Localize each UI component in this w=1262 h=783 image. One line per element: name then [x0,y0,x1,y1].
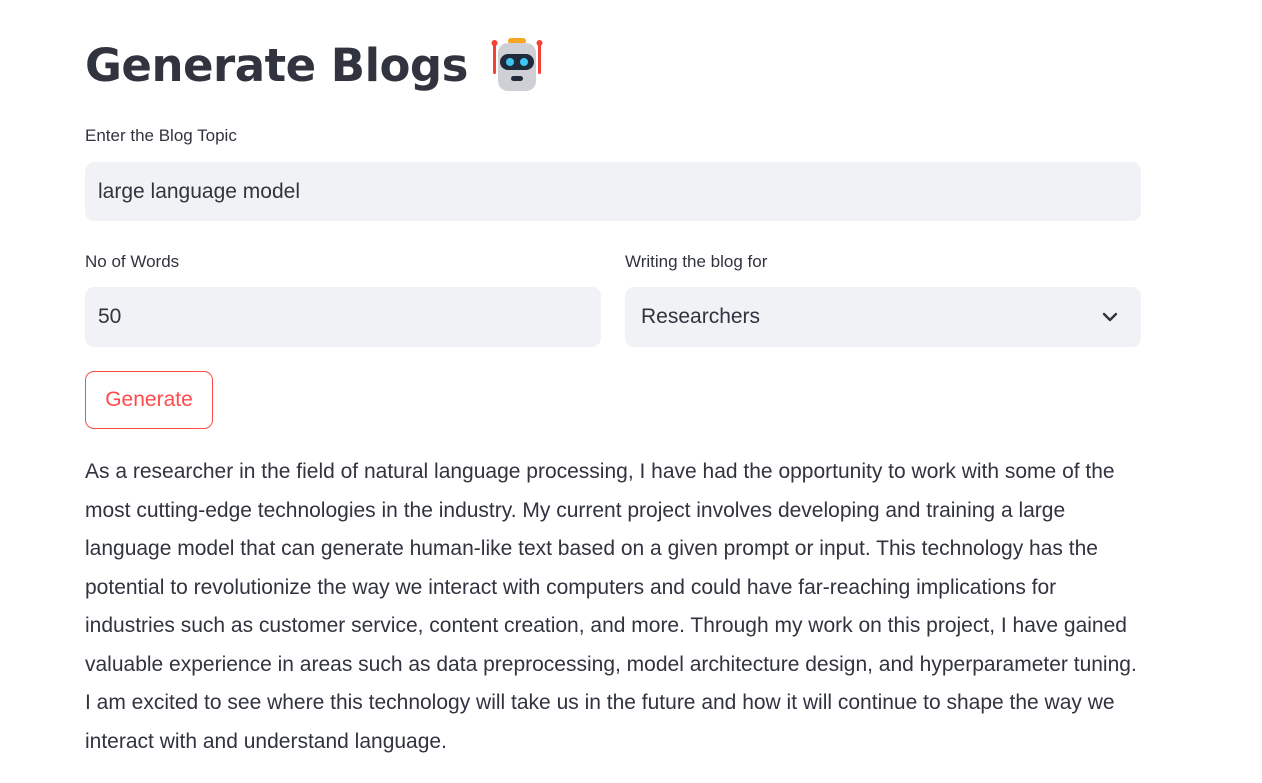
words-label: No of Words [85,252,180,271]
audience-label: Writing the blog for [625,252,768,271]
words-input-wrapper[interactable] [85,287,601,347]
generate-button[interactable]: Generate [85,371,213,429]
robot-icon [488,36,546,94]
words-input[interactable] [98,287,601,347]
topic-input[interactable] [98,162,1141,221]
audience-selected-value: Researchers [641,305,761,328]
topic-label: Enter the Blog Topic [85,126,237,145]
title-row: Generate Blogs [85,30,546,100]
generated-blog-text: As a researcher in the field of natural … [85,460,1137,753]
topic-input-wrapper[interactable] [85,162,1141,221]
page-title: Generate Blogs [85,38,468,92]
chevron-down-icon[interactable] [1101,308,1119,326]
audience-select[interactable]: Researchers [625,287,1141,347]
